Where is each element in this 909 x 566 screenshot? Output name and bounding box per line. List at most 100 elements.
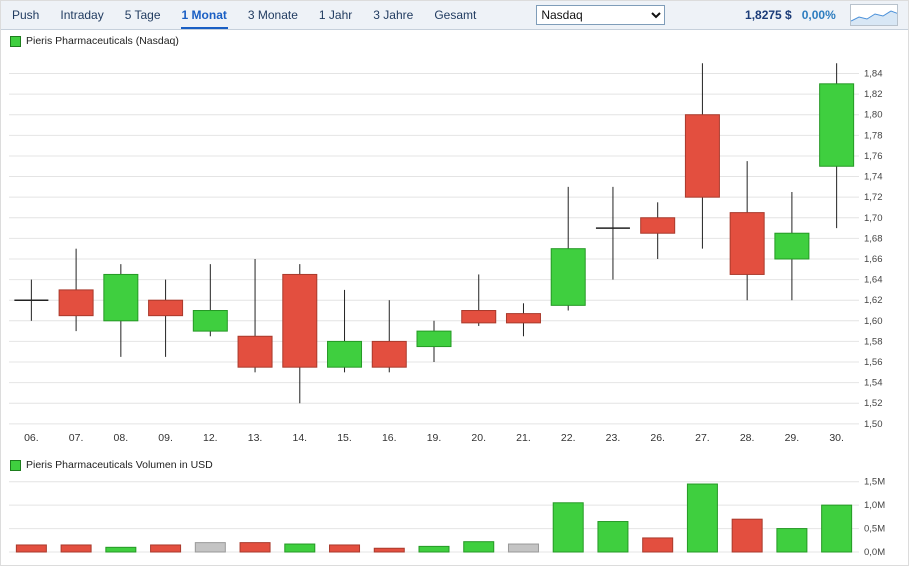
y-axis-tick-label: 0,5M: [864, 524, 885, 535]
tab-1-jahr[interactable]: 1 Jahr: [318, 8, 353, 22]
tab-3-jahre[interactable]: 3 Jahre: [373, 8, 414, 22]
volume-bar: [60, 544, 92, 553]
tab-intraday[interactable]: Intraday: [60, 8, 104, 22]
candle-12.: [192, 264, 228, 337]
volume-bar: [507, 543, 539, 553]
candle-21.: [505, 303, 541, 337]
candle-16.: [371, 300, 407, 373]
candle-body: [505, 313, 541, 324]
volume-bar: [15, 544, 47, 553]
volume-bar: [463, 541, 495, 553]
candle-15.: [327, 289, 363, 373]
volume-chart-legend: Pieris Pharmaceuticals Volumen in USD: [10, 459, 213, 471]
x-axis-tick-label: 12.: [203, 432, 218, 444]
tab-gesamt[interactable]: Gesamt: [434, 8, 477, 22]
price-value: 1,8275 $: [745, 8, 792, 22]
candle-body: [819, 83, 855, 167]
tab-1-monat[interactable]: 1 Monat: [180, 1, 228, 29]
price-change: 0,00%: [801, 8, 836, 22]
candle-07.: [58, 248, 94, 332]
x-axis-tick-label: 19.: [427, 432, 442, 444]
candle-13.: [237, 258, 273, 373]
legend-swatch-icon: [10, 459, 21, 471]
y-axis-tick-label: 1,60: [864, 316, 883, 327]
x-axis-tick-label: 07.: [69, 432, 84, 444]
volume-bar: [239, 542, 271, 553]
candle-09.: [148, 279, 184, 357]
x-axis-tick-label: 09.: [158, 432, 173, 444]
legend-swatch-icon: [10, 35, 21, 47]
x-axis-tick-label: 08.: [114, 432, 129, 444]
x-axis-tick-label: 21.: [516, 432, 531, 444]
volume-bar: [194, 542, 226, 553]
y-axis-tick-label: 0,0M: [864, 547, 885, 558]
y-axis-tick-label: 1,58: [864, 336, 883, 347]
x-axis-tick-label: 16.: [382, 432, 397, 444]
y-axis-tick-label: 1,5M: [864, 477, 885, 488]
candle-body: [461, 310, 497, 324]
y-axis-tick-label: 1,68: [864, 233, 883, 244]
candle-body: [550, 248, 586, 306]
candle-body: [684, 114, 720, 198]
y-axis-tick-label: 1,82: [864, 89, 883, 100]
x-axis-tick-label: 20.: [471, 432, 486, 444]
tab-5-tage[interactable]: 5 Tage: [124, 8, 161, 22]
candle-29.: [774, 192, 810, 301]
candle-body: [103, 273, 139, 322]
y-axis-tick-label: 1,74: [864, 172, 883, 183]
tab-push[interactable]: Push: [12, 8, 40, 22]
volume-bar-chart: 1,5M 1,0M 0,5M 0,0M: [9, 477, 885, 558]
price-chart-legend: Pieris Pharmaceuticals (Nasdaq): [10, 35, 179, 47]
candle-body: [148, 299, 184, 317]
volume-chart-legend-label: Pieris Pharmaceuticals Volumen in USD: [26, 459, 213, 471]
volume-bar: [821, 504, 853, 553]
x-axis-tick-label: 15.: [337, 432, 352, 444]
volume-bar: [150, 544, 182, 553]
candle-06.: [14, 279, 49, 321]
volume-bar: [373, 547, 405, 553]
volume-bar: [731, 518, 763, 553]
toolbar: Push Intraday 5 Tage 1 Monat 3 Monate 1 …: [1, 1, 908, 30]
y-axis-tick-label: 1,54: [864, 378, 883, 389]
y-axis-tick-label: 1,66: [864, 254, 883, 265]
x-axis-tick-label: 26.: [650, 432, 665, 444]
candle-body: [416, 330, 452, 348]
x-axis-tick-label: 27.: [695, 432, 710, 444]
candle-23.: [595, 186, 630, 280]
y-axis-tick-label: 1,50: [864, 419, 883, 430]
x-axis-tick-label: 29.: [785, 432, 800, 444]
candle-20.: [461, 274, 497, 326]
y-axis-tick-label: 1,62: [864, 295, 883, 306]
volume-bar: [776, 528, 808, 553]
x-axis-tick-label: 22.: [561, 432, 576, 444]
candle-27.: [684, 63, 720, 249]
candle-body: [327, 340, 363, 368]
candle-08.: [103, 264, 139, 357]
candle-body: [640, 217, 676, 234]
y-axis-tick-label: 1,84: [864, 69, 883, 80]
candle-22.: [550, 186, 586, 311]
x-axis-tick-label: 23.: [606, 432, 621, 444]
candle-body: [58, 289, 94, 317]
x-axis-tick-label: 28.: [740, 432, 755, 444]
x-axis-tick-label: 13.: [248, 432, 263, 444]
tab-3-monate[interactable]: 3 Monate: [247, 8, 298, 22]
y-axis-tick-label: 1,78: [864, 130, 883, 141]
volume-bar: [642, 537, 674, 553]
y-axis-tick-label: 1,80: [864, 110, 883, 121]
volume-bar: [552, 502, 584, 553]
candle-body: [729, 212, 765, 275]
candle-26.: [640, 202, 676, 259]
candle-body: [282, 273, 318, 368]
y-axis-tick-label: 1,56: [864, 357, 883, 368]
y-axis-tick-label: 1,0M: [864, 500, 885, 511]
volume-bar: [597, 521, 629, 553]
volume-bar: [418, 545, 450, 553]
volume-bar: [686, 483, 718, 553]
x-axis-tick-label: 06.: [24, 432, 39, 444]
volume-bar: [105, 546, 137, 553]
exchange-select[interactable]: Nasdaq: [536, 5, 666, 25]
volume-bar: [284, 543, 316, 553]
x-axis-tick-label: 30.: [829, 432, 844, 444]
